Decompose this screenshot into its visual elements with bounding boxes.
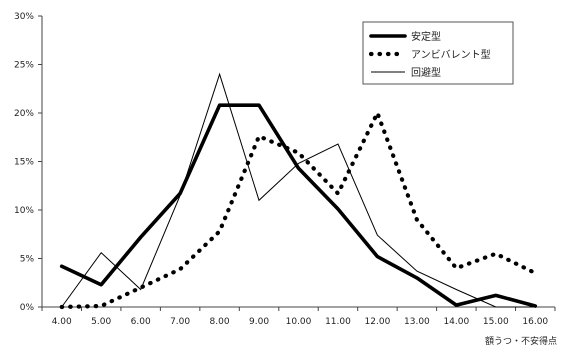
y-tick-label: 25% <box>14 61 34 71</box>
series-line-2 <box>59 110 538 310</box>
x-tick-label: 11.00 <box>325 317 351 327</box>
x-tick-label: 13.00 <box>404 317 430 327</box>
x-tick-label: 6.00 <box>131 317 151 327</box>
x-tick-label: 16.00 <box>522 317 548 327</box>
legend-label-1: 安定型 <box>411 30 441 43</box>
series-line-1 <box>59 103 538 308</box>
x-tick-label: 7.00 <box>170 317 190 327</box>
chart-series <box>59 72 538 310</box>
x-tick-label: 14.00 <box>443 317 469 327</box>
chart-axes: 0% 5% 10% 15% 20% 25% 30% 4.00 5.00 6.00 7.00 8.00 9… <box>14 12 556 327</box>
legend-label-2: アンビバレント型 <box>411 48 491 61</box>
y-tick-label: 0% <box>20 303 35 313</box>
y-tick-label: 15% <box>14 158 34 168</box>
x-tick-label: 4.00 <box>52 317 72 327</box>
x-tick-label: 8.00 <box>210 317 230 327</box>
x-tick-label: 9.00 <box>249 317 269 327</box>
y-tick-label: 30% <box>14 12 34 22</box>
legend-label-3: 回避型 <box>411 66 441 79</box>
y-tick-label: 10% <box>14 206 34 216</box>
y-tick-label: 20% <box>14 109 34 119</box>
series-line-3 <box>61 72 536 308</box>
x-axis-note: 額うつ・不安得点 <box>485 335 557 347</box>
x-tick-label: 10.00 <box>286 317 312 327</box>
x-tick-label: 15.00 <box>483 317 509 327</box>
y-tick-label: 5% <box>20 255 35 265</box>
x-tick-label: 12.00 <box>365 317 391 327</box>
x-tick-label: 5.00 <box>91 317 111 327</box>
